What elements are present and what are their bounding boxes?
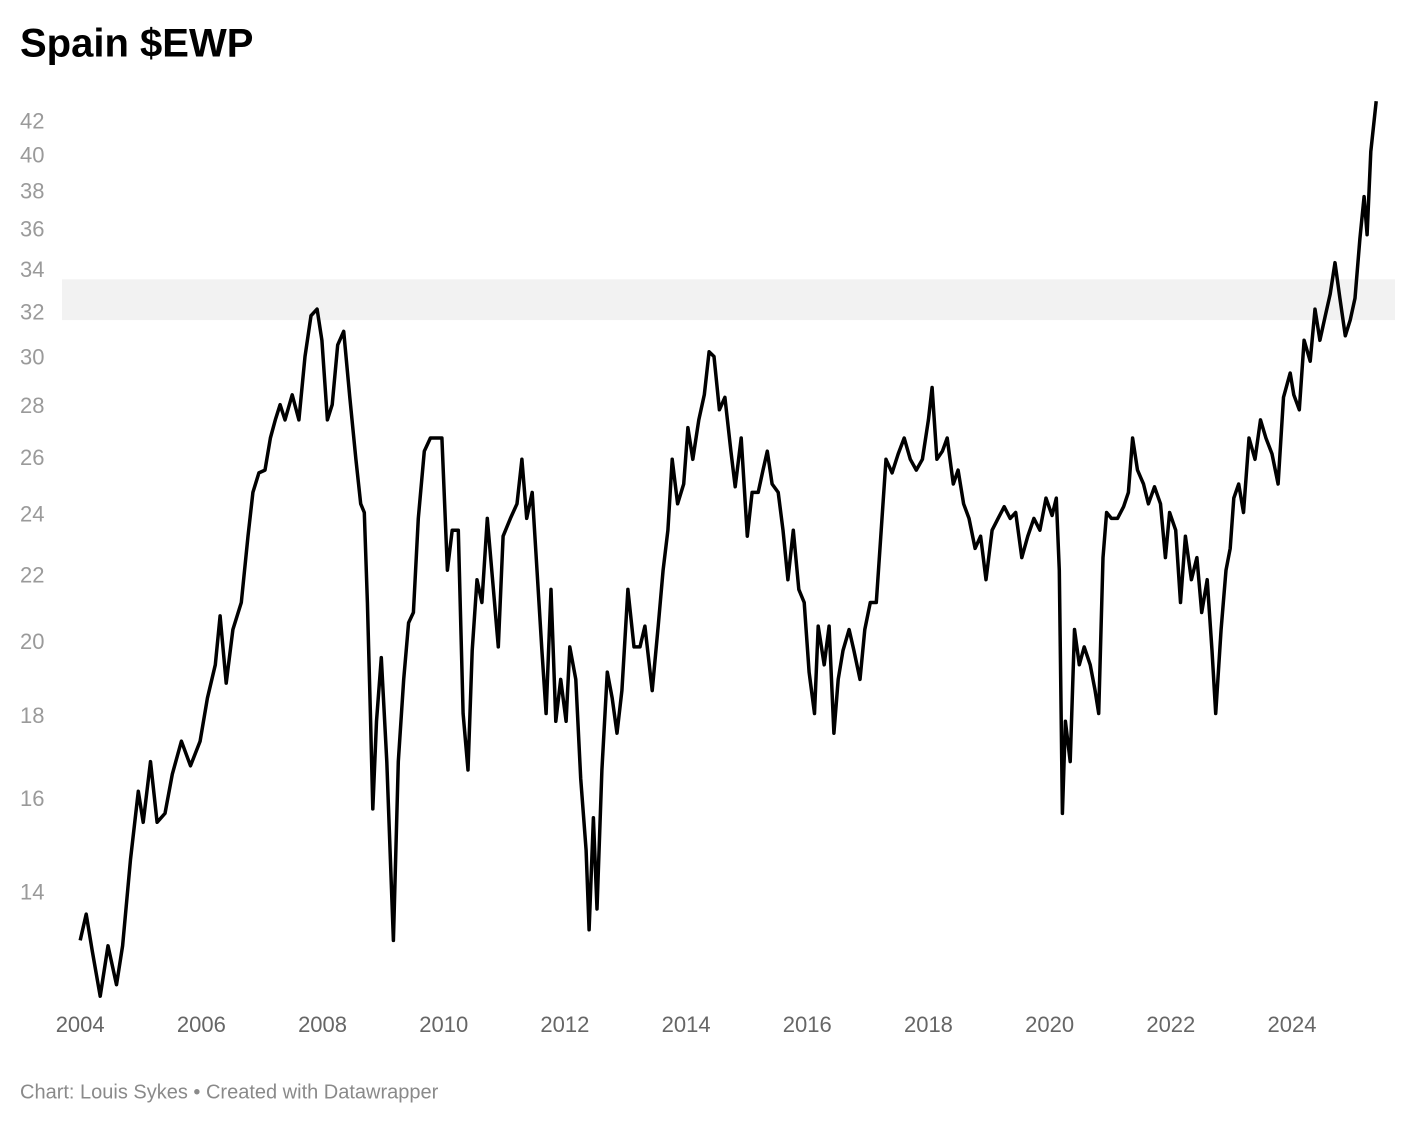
- y-tick-label: 30: [20, 345, 44, 370]
- x-tick-label: 2024: [1268, 1012, 1317, 1037]
- x-tick-label: 2006: [177, 1012, 226, 1037]
- chart-title: Spain $EWP: [20, 22, 253, 66]
- y-tick-label: 22: [20, 562, 44, 587]
- y-tick-label: 14: [20, 880, 44, 905]
- y-tick-label: 24: [20, 501, 44, 526]
- y-tick-label: 40: [20, 143, 44, 168]
- y-tick-label: 36: [20, 217, 44, 242]
- y-tick-label: 42: [20, 108, 44, 133]
- x-tick-label: 2014: [662, 1012, 711, 1037]
- y-tick-label: 38: [20, 179, 44, 204]
- x-tick-label: 2008: [298, 1012, 347, 1037]
- x-tick-label: 2016: [783, 1012, 832, 1037]
- x-tick-label: 2012: [540, 1012, 589, 1037]
- y-tick-label: 32: [20, 299, 44, 324]
- highlight-band: [62, 279, 1395, 321]
- x-tick-label: 2020: [1025, 1012, 1074, 1037]
- y-tick-label: 20: [20, 629, 44, 654]
- x-tick-label: 2004: [56, 1012, 105, 1037]
- chart-source: Chart: Louis Sykes • Created with Datawr…: [20, 1081, 439, 1103]
- y-tick-label: 18: [20, 703, 44, 728]
- x-tick-label: 2018: [904, 1012, 953, 1037]
- price-line: [78, 101, 1378, 998]
- x-tick-label: 2010: [419, 1012, 468, 1037]
- y-tick-label: 34: [20, 257, 44, 282]
- x-tick-label: 2022: [1146, 1012, 1195, 1037]
- y-tick-label: 16: [20, 786, 44, 811]
- y-tick-label: 28: [20, 393, 44, 418]
- y-tick-label: 26: [20, 445, 44, 470]
